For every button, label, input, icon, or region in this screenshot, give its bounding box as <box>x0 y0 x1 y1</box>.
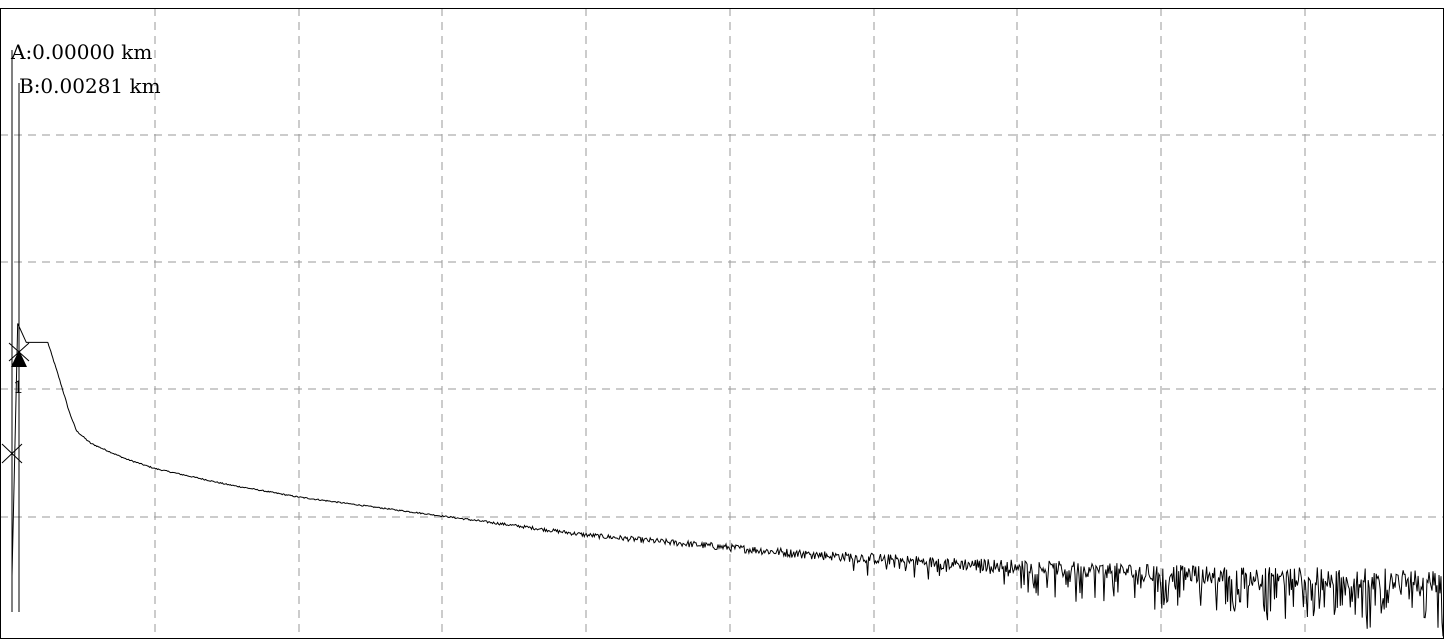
cursor-b-readout: B:0.00281 km <box>19 74 161 98</box>
cursor-a-readout: A:0.00000 km <box>10 40 152 64</box>
triangle-up-icon[interactable] <box>11 350 27 367</box>
event-number-label: 1 <box>13 378 24 398</box>
trace-line <box>11 323 1444 637</box>
x-marker-icon[interactable] <box>1 443 23 464</box>
plot-grid <box>0 8 1444 639</box>
